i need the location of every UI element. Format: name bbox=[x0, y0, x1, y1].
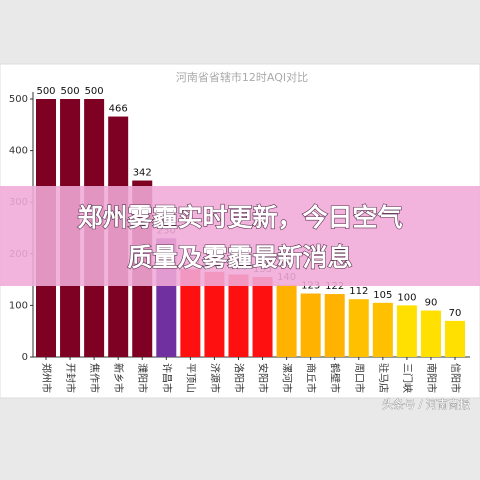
bar bbox=[228, 274, 249, 357]
x-tick-label: 新乡市 bbox=[112, 363, 125, 393]
y-tick-label: 0 bbox=[22, 352, 28, 363]
value-label: 100 bbox=[397, 292, 416, 303]
value-label: 123 bbox=[301, 281, 320, 292]
bar bbox=[300, 293, 321, 357]
chart-title: 河南省省辖市12时AQI对比 bbox=[176, 70, 308, 84]
bar bbox=[252, 277, 273, 357]
bar bbox=[420, 310, 441, 357]
bar bbox=[445, 320, 466, 357]
value-label: 70 bbox=[449, 308, 462, 319]
bar bbox=[348, 299, 369, 357]
x-tick-label: 漯河市 bbox=[281, 363, 294, 393]
value-label: 122 bbox=[325, 281, 344, 292]
banner-line: 质量及雾霾最新消息 bbox=[127, 243, 352, 272]
x-tick-label: 洛阳市 bbox=[232, 363, 245, 393]
value-label: 466 bbox=[109, 104, 128, 115]
value-label: 500 bbox=[61, 86, 80, 97]
x-tick-label: 开封市 bbox=[64, 363, 77, 393]
y-tick-label: 100 bbox=[9, 300, 28, 311]
value-label: 500 bbox=[85, 86, 104, 97]
x-tick-label: 许昌市 bbox=[160, 363, 173, 393]
value-label: 342 bbox=[133, 168, 152, 179]
bar bbox=[372, 302, 393, 357]
y-tick-label: 500 bbox=[9, 94, 28, 105]
x-tick-label: 焦作市 bbox=[88, 363, 101, 393]
bar bbox=[324, 294, 345, 357]
banner-line: 郑州雾霾实时更新，今日空气 bbox=[77, 203, 402, 232]
watermark: 头条号 / 河南商报 bbox=[382, 397, 470, 411]
bar bbox=[396, 305, 417, 357]
value-label: 90 bbox=[425, 298, 438, 309]
x-tick-label: 平顶山 bbox=[184, 363, 196, 393]
x-tick-label: 南阳市 bbox=[425, 363, 438, 393]
x-tick-label: 济源市 bbox=[208, 363, 221, 393]
banner-bg bbox=[0, 186, 480, 286]
value-label: 112 bbox=[349, 286, 368, 297]
x-tick-label: 郑州市 bbox=[40, 363, 53, 393]
value-label: 105 bbox=[373, 290, 392, 301]
bar bbox=[204, 271, 225, 357]
banner: 郑州雾霾实时更新，今日空气 质量及雾霾最新消息 bbox=[0, 186, 480, 286]
x-tick-label: 鹤壁市 bbox=[329, 363, 342, 393]
x-tick-label: 周口市 bbox=[353, 363, 366, 393]
value-label: 500 bbox=[36, 86, 55, 97]
bar bbox=[180, 269, 201, 357]
y-tick-label: 400 bbox=[9, 146, 28, 157]
x-tick-label: 三门峡 bbox=[401, 363, 414, 393]
x-tick-label: 濮阳市 bbox=[136, 363, 149, 393]
x-tick-label: 商丘市 bbox=[305, 363, 318, 393]
bar bbox=[276, 284, 297, 357]
x-tick-label: 驻马店 bbox=[377, 363, 390, 393]
x-tick-label: 信阳市 bbox=[449, 363, 462, 393]
x-tick-label: 安阳市 bbox=[257, 363, 270, 393]
